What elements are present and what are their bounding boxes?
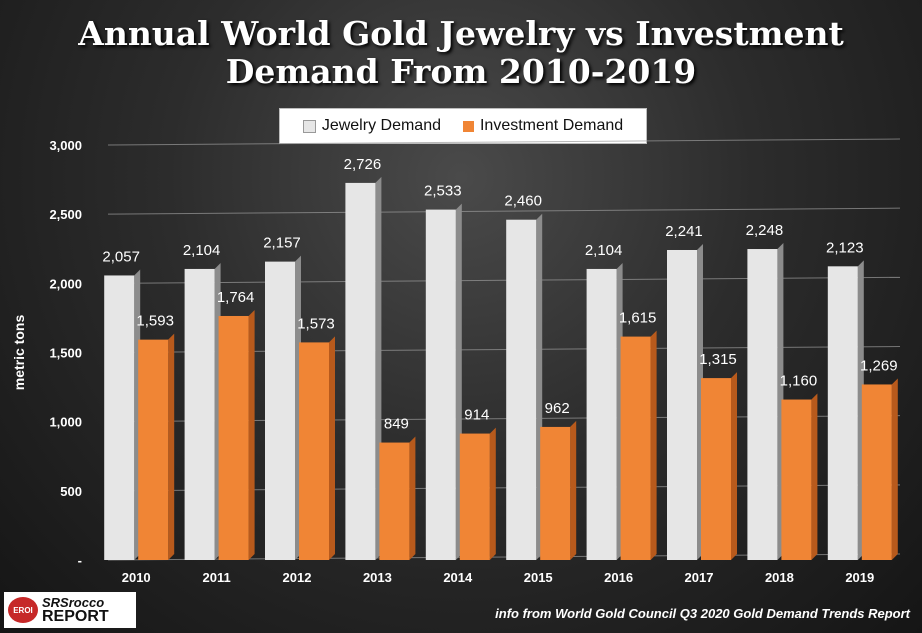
jewelry-value-label: 2,533	[424, 183, 462, 200]
x-tick-label: 2015	[524, 570, 553, 585]
investment-bar	[218, 315, 249, 560]
investment-value-label: 1,315	[699, 351, 737, 368]
investment-value-label: 914	[464, 407, 489, 424]
investment-value-label: 849	[384, 416, 409, 433]
x-tick-label: 2016	[604, 570, 633, 585]
chart-title-line-1: Annual World Gold Jewelry vs Investment	[78, 14, 844, 53]
x-tick-label: 2011	[202, 570, 230, 585]
source-note: info from World Gold Council Q3 2020 Gol…	[495, 606, 910, 621]
investment-bar-side	[489, 427, 496, 560]
legend-item-investment: Investment Demand	[462, 117, 624, 135]
jewelry-bar	[506, 219, 537, 560]
srsrocco-logo: EROI SRSrocco REPORT	[4, 592, 136, 628]
investment-bar	[299, 342, 329, 560]
jewelry-value-label: 2,460	[504, 193, 542, 210]
jewelry-value-label: 2,248	[746, 222, 784, 239]
jewelry-value-label: 2,123	[826, 239, 864, 256]
legend-label-jewelry: Jewelry Demand	[321, 117, 441, 134]
investment-bar	[379, 442, 410, 560]
y-axis-label: metric tons	[11, 315, 27, 391]
investment-bar-side	[650, 330, 657, 560]
investment-bar-side	[168, 333, 175, 560]
investment-bar-side	[329, 336, 335, 560]
investment-bar	[861, 384, 892, 560]
y-tick-label: 1,500	[49, 346, 82, 361]
investment-value-label: 1,160	[780, 373, 818, 390]
investment-value-label: 962	[545, 400, 570, 417]
investment-bar-side	[811, 393, 818, 560]
legend-swatch-investment	[462, 120, 474, 132]
jewelry-bar	[667, 249, 697, 560]
eroi-badge: EROI	[8, 597, 38, 623]
jewelry-value-label: 2,104	[585, 242, 623, 259]
jewelry-bar	[747, 249, 778, 560]
logo-text-line-1: SRSrocco	[42, 595, 105, 610]
investment-bar-side	[409, 436, 416, 560]
jewelry-bar	[345, 182, 376, 561]
x-tick-label: 2018	[765, 570, 794, 585]
investment-bar	[138, 339, 169, 560]
legend-swatch-jewelry	[302, 119, 316, 133]
y-tick-label: 2,000	[49, 276, 82, 291]
jewelry-bar	[184, 268, 215, 560]
legend-label-investment: Investment Demand	[479, 117, 624, 134]
gridline	[107, 207, 901, 215]
logo-text-line-2: REPORT	[42, 608, 109, 625]
jewelry-value-label: 2,157	[263, 235, 301, 252]
x-tick-label: 2014	[443, 570, 473, 585]
investment-value-label: 1,573	[297, 315, 335, 332]
investment-value-label: 1,593	[136, 313, 174, 330]
y-tick-label: 500	[60, 484, 82, 499]
x-tick-label: 2019	[845, 570, 874, 585]
investment-bar-side	[248, 309, 255, 560]
jewelry-value-label: 2,104	[183, 242, 221, 259]
investment-bar	[459, 433, 490, 560]
jewelry-bar	[104, 275, 135, 560]
x-tick-label: 2012	[283, 570, 312, 585]
investment-bar	[540, 426, 571, 560]
investment-value-label: 1,764	[217, 289, 255, 306]
legend-item-jewelry: Jewelry Demand	[302, 117, 441, 135]
investment-bar	[701, 378, 731, 560]
jewelry-bar	[586, 268, 617, 560]
eroi-badge-text: EROI	[13, 605, 33, 615]
investment-bar-side	[731, 372, 737, 560]
investment-bar-side	[891, 378, 898, 560]
y-tick-label: -	[78, 553, 82, 568]
y-tick-label: 2,500	[49, 207, 82, 222]
x-tick-label: 2010	[122, 570, 151, 585]
investment-value-label: 1,615	[619, 310, 657, 327]
investment-bar	[781, 399, 812, 560]
y-tick-label: 1,000	[49, 415, 82, 430]
x-tick-label: 2013	[363, 570, 392, 585]
jewelry-bar	[265, 261, 295, 560]
jewelry-bar	[425, 209, 456, 560]
investment-bar	[620, 336, 651, 560]
x-tick-label: 2017	[685, 570, 714, 585]
investment-value-label: 1,269	[860, 357, 898, 374]
y-tick-label: 3,000	[49, 138, 82, 153]
gridline	[107, 138, 901, 146]
jewelry-value-label: 2,241	[665, 223, 703, 240]
chart-title-line-2: Demand From 2010-2019	[225, 52, 697, 91]
jewelry-value-label: 2,057	[102, 248, 140, 265]
legend: Jewelry Demand Investment Demand	[279, 108, 647, 144]
investment-bar-side	[570, 420, 577, 560]
jewelry-value-label: 2,726	[344, 156, 382, 173]
jewelry-bar	[827, 266, 858, 560]
